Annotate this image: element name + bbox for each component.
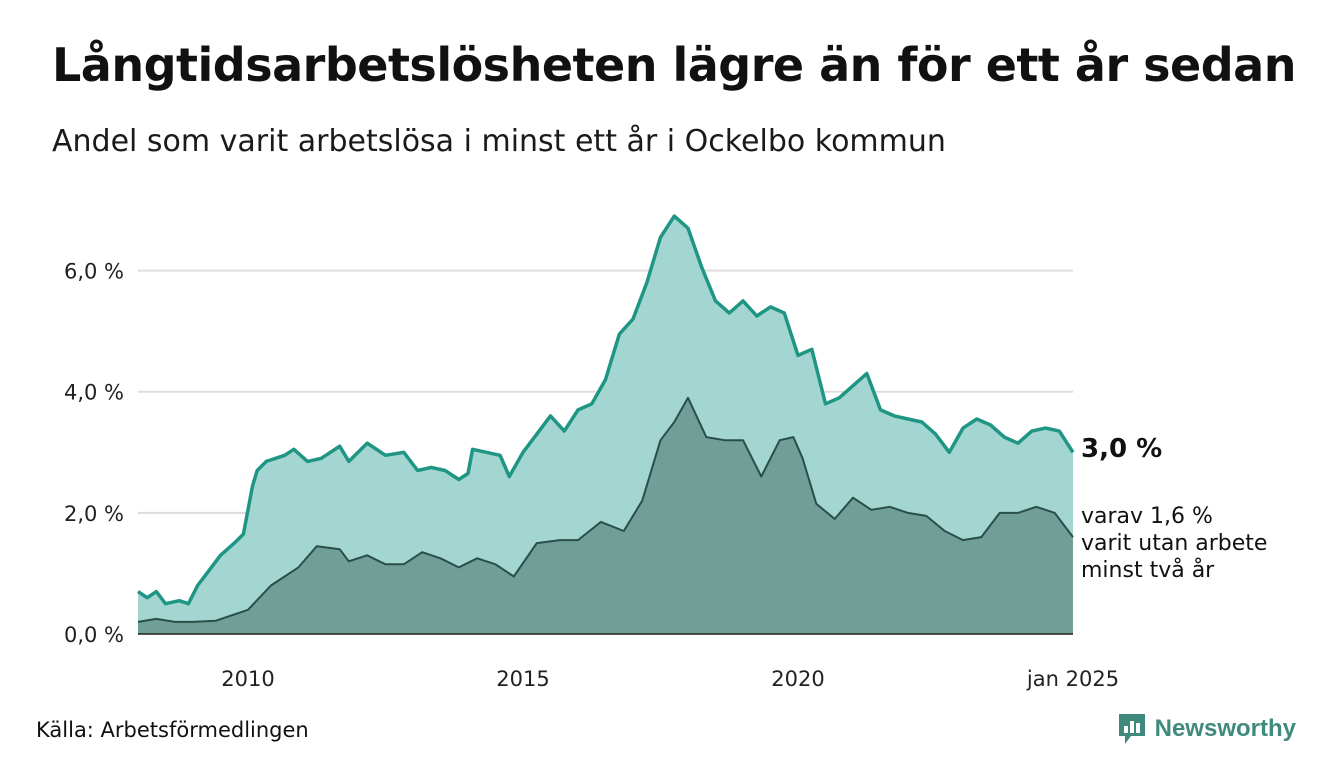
axes: 0,0 % 2,0 % 4,0 % 6,0 % 2010 2015 2020 jan 2025 — [64, 260, 1119, 691]
chart-subtitle: Andel som varit arbetslösa i minst ett å… — [52, 124, 946, 159]
x-tick-label: 2010 — [221, 667, 274, 691]
newsworthy-logo-icon — [1118, 714, 1145, 744]
total-end-label: 3,0 % — [1081, 434, 1162, 464]
chart-canvas: 0,0 % 2,0 % 4,0 % 6,0 % 2010 2015 2020 jan 2025… — [64, 214, 1267, 691]
long-line — [137, 396, 1074, 623]
x-tick-label: jan 2025 — [1026, 667, 1119, 691]
brand-logo: Newsworthy — [1117, 712, 1296, 746]
y-tick-label: 0,0 % — [64, 623, 124, 647]
y-tick-label: 2,0 % — [64, 502, 124, 526]
long-end-label-line: varit utan arbete — [1081, 531, 1267, 556]
brand-name: Newsworthy — [1154, 715, 1296, 742]
source-note: Källa: Arbetsförmedlingen — [36, 718, 309, 742]
long-area — [138, 397, 1073, 634]
total-line — [137, 214, 1075, 606]
y-tick-label: 6,0 % — [64, 260, 124, 284]
x-tick-label: 2020 — [771, 667, 824, 691]
chart-title: Långtidsarbetslösheten lägre än för ett … — [52, 38, 1296, 92]
long-end-label-line: minst två år — [1081, 557, 1215, 583]
y-tick-label: 4,0 % — [64, 381, 124, 405]
long-end-label-line: varav 1,6 % — [1081, 504, 1213, 529]
area-series — [137, 214, 1075, 634]
x-tick-label: 2015 — [496, 667, 549, 691]
